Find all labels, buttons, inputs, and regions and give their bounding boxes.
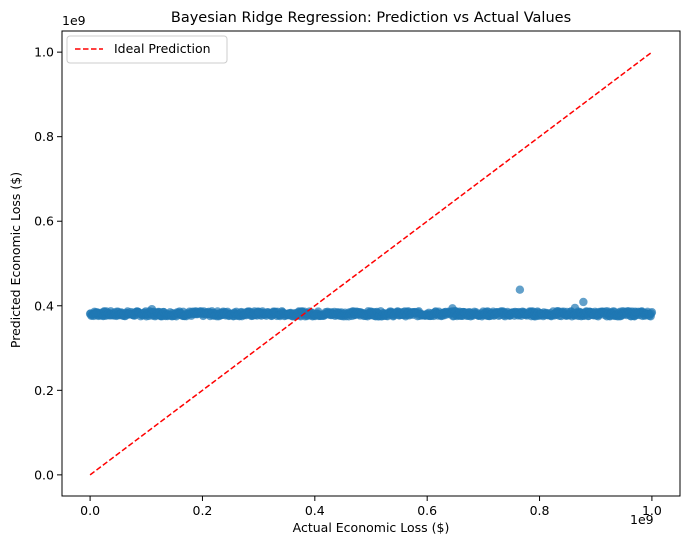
scatter-point — [254, 307, 263, 316]
scatter-point — [515, 285, 525, 294]
x-tick-label: 0.2 — [193, 503, 213, 518]
y-axis-title: Predicted Economic Loss ($) — [8, 172, 23, 348]
x-tick-label: 0.0 — [80, 503, 100, 518]
axes: 0.0 0.2 0.4 0.6 0.8 1.0 0.0 0.2 0.4 0.6 0.8 1.0 — [34, 45, 662, 518]
legend-box — [66, 35, 228, 64]
legend: Ideal Prediction — [66, 35, 228, 64]
chart-title: Bayesian Ridge Regression: Prediction vs… — [171, 10, 571, 26]
plot-frame — [61, 30, 681, 497]
x-axis-title: Actual Economic Loss ($) — [293, 520, 450, 535]
scatter-point — [630, 307, 640, 316]
y-tick-label: 0.2 — [34, 383, 54, 398]
scatter-point — [91, 308, 100, 317]
y-tick-label: 0.4 — [34, 298, 54, 313]
scatter-point — [579, 297, 588, 307]
x-offset-label: 1e9 — [630, 512, 654, 527]
y-tick-label: 0.6 — [34, 214, 54, 229]
x-tick-label: 1.0 — [642, 503, 662, 518]
scatter-point — [448, 304, 457, 313]
y-tick-label: 1.0 — [34, 45, 54, 60]
scatter-point — [147, 304, 157, 314]
ideal-prediction-line — [89, 51, 653, 476]
y-tick-label: 0.8 — [34, 129, 54, 144]
legend-label-ideal-prediction: Ideal Prediction — [114, 41, 211, 56]
x-tick-label: 0.6 — [417, 503, 437, 518]
scatter-point — [570, 303, 580, 313]
y-offset-label: 1e9 — [62, 13, 86, 28]
x-tick-label: 0.4 — [305, 503, 325, 518]
x-tick-label: 0.8 — [530, 503, 550, 518]
scatter-point — [647, 308, 657, 317]
scatter-point — [366, 307, 376, 317]
plot-area — [85, 51, 657, 476]
y-tick-label: 0.0 — [34, 467, 54, 482]
